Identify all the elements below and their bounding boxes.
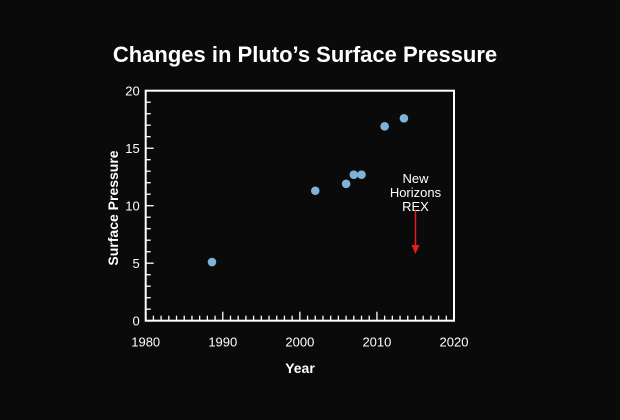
x-tick-label: 1980: [131, 335, 160, 350]
x-axis-label: Year: [285, 360, 315, 376]
annotation-text: Horizons: [390, 185, 442, 200]
data-point: [380, 122, 389, 131]
x-tick-label: 2000: [285, 335, 314, 350]
x-tick-label: 1990: [208, 335, 237, 350]
annotation-arrow-head: [411, 245, 420, 254]
y-axis-label: Surface Pressure: [105, 150, 121, 265]
data-point: [207, 257, 217, 267]
data-point: [357, 170, 366, 179]
y-tick-label: 5: [132, 256, 139, 271]
y-tick-label: 15: [125, 141, 139, 156]
data-point: [349, 170, 359, 179]
x-tick-label: 2020: [440, 335, 469, 350]
plot-frame: [144, 89, 455, 322]
data-point: [341, 179, 351, 189]
chart-title: Changes in Pluto’s Surface Pressure: [113, 42, 497, 67]
annotation-text: REX: [402, 199, 429, 214]
annotation-text: New: [402, 171, 429, 186]
y-tick-label: 20: [125, 84, 139, 99]
x-tick-label: 2010: [362, 335, 391, 350]
data-point: [310, 186, 320, 196]
data-point: [399, 114, 409, 123]
y-tick-label: 0: [132, 314, 139, 329]
y-tick-label: 10: [125, 199, 139, 214]
